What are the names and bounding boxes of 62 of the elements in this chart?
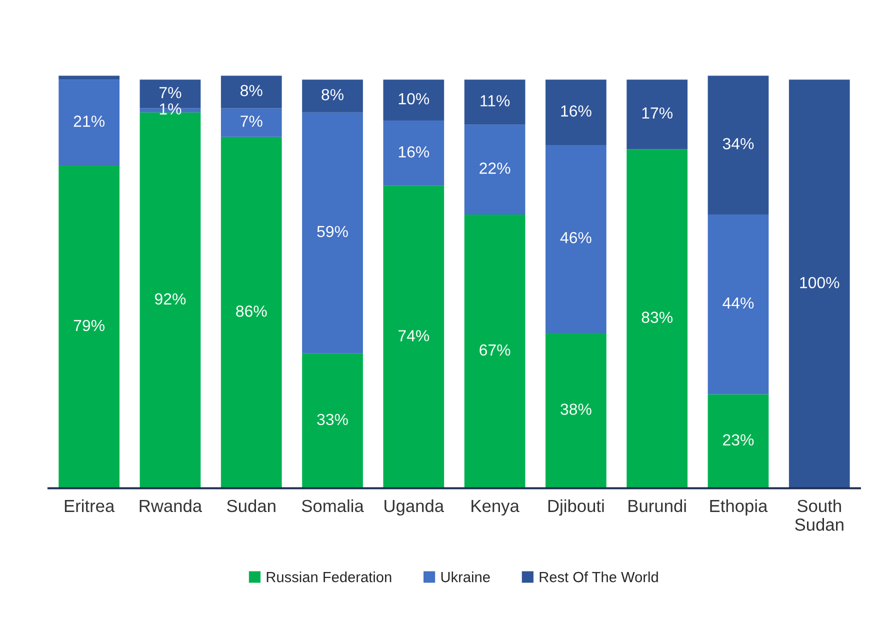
bar xyxy=(708,76,769,215)
bar xyxy=(383,80,444,121)
x-tick-label: Kenya xyxy=(472,500,520,516)
legend-label: Rest Of The World xyxy=(540,572,658,582)
bar xyxy=(220,76,282,108)
data-label: 92% xyxy=(154,293,186,305)
data-label: 83% xyxy=(642,312,673,323)
bar xyxy=(464,80,526,125)
bar xyxy=(220,108,282,137)
data-label: 7% xyxy=(160,87,182,98)
data-label: 67% xyxy=(480,344,510,356)
data-label: 59% xyxy=(317,226,348,238)
bar xyxy=(626,80,688,150)
x-tick-label: Rwanda xyxy=(140,499,202,512)
bar xyxy=(546,145,606,333)
data-label: 38% xyxy=(560,404,592,415)
data-label: 23% xyxy=(723,434,754,446)
data-label: 17% xyxy=(642,107,673,119)
data-label: 11% xyxy=(480,95,510,106)
bar xyxy=(546,332,606,488)
bar xyxy=(626,149,688,488)
x-tick-label: Djibouti xyxy=(548,499,604,516)
x-tick-label: Burundi xyxy=(628,499,686,512)
data-label: 79% xyxy=(74,320,104,332)
data-label: 74% xyxy=(398,330,430,342)
data-label: 8% xyxy=(322,89,344,100)
data-label: 33% xyxy=(317,414,348,426)
data-label: 1% xyxy=(160,103,182,115)
bar xyxy=(302,353,363,488)
bar xyxy=(383,186,444,488)
data-label: 16% xyxy=(561,105,592,117)
data-label: 22% xyxy=(480,162,510,174)
bar xyxy=(464,214,526,488)
data-label: 7% xyxy=(240,116,262,127)
bar xyxy=(58,165,120,488)
data-label: 46% xyxy=(560,232,592,244)
x-tick-label: Somalia xyxy=(302,499,364,512)
x-tick-label: South Sudan xyxy=(795,499,844,531)
bar xyxy=(302,112,363,354)
data-label: 44% xyxy=(722,297,754,309)
bar xyxy=(788,80,850,488)
data-label: 100% xyxy=(800,276,840,288)
x-tick-label: Sudan xyxy=(227,499,276,512)
bar xyxy=(546,80,606,146)
data-label: 16% xyxy=(398,146,430,158)
bar xyxy=(302,80,363,112)
data-label: 21% xyxy=(74,116,104,127)
x-tick-label: Uganda xyxy=(384,499,444,516)
bar xyxy=(220,136,282,488)
data-label: 10% xyxy=(398,93,430,104)
x-tick-label: Eritrea xyxy=(64,499,115,512)
bar xyxy=(383,120,444,186)
bar xyxy=(464,124,526,215)
bar xyxy=(708,214,769,394)
data-label: 8% xyxy=(240,84,262,96)
bar xyxy=(708,394,769,488)
data-label: 86% xyxy=(236,306,267,317)
legend-label: Russian Federation xyxy=(266,572,392,582)
legend-label: Ukraine xyxy=(441,572,490,582)
data-label: 34% xyxy=(722,138,754,150)
bar xyxy=(58,80,120,166)
x-tick-label: Ethopia xyxy=(710,499,768,516)
